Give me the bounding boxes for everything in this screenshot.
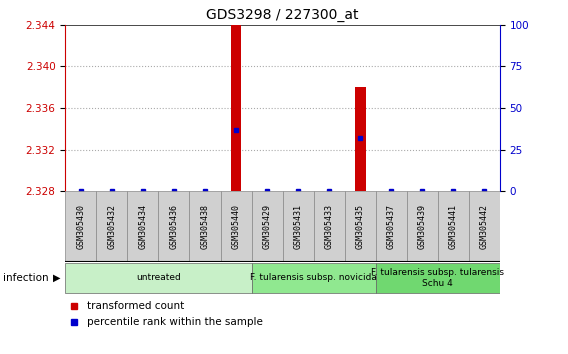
Text: GSM305442: GSM305442 [480, 204, 489, 249]
FancyBboxPatch shape [283, 191, 314, 262]
Text: GSM305437: GSM305437 [387, 204, 396, 249]
FancyBboxPatch shape [252, 191, 283, 262]
FancyBboxPatch shape [65, 263, 252, 293]
FancyBboxPatch shape [252, 263, 375, 293]
Text: GSM305431: GSM305431 [294, 204, 303, 249]
FancyBboxPatch shape [375, 263, 500, 293]
Text: transformed count: transformed count [87, 301, 184, 311]
Bar [355, 87, 366, 191]
Text: GSM305433: GSM305433 [325, 204, 333, 249]
FancyBboxPatch shape [127, 191, 158, 262]
FancyBboxPatch shape [345, 191, 375, 262]
Text: GSM305434: GSM305434 [139, 204, 148, 249]
Text: infection: infection [3, 273, 48, 283]
Text: ▶: ▶ [53, 273, 61, 283]
Text: GSM305432: GSM305432 [107, 204, 116, 249]
FancyBboxPatch shape [438, 191, 469, 262]
Text: F. tularensis subsp. tularensis
Schu 4: F. tularensis subsp. tularensis Schu 4 [371, 268, 504, 287]
FancyBboxPatch shape [314, 191, 345, 262]
Text: GSM305430: GSM305430 [76, 204, 85, 249]
Text: GSM305436: GSM305436 [169, 204, 178, 249]
FancyBboxPatch shape [375, 191, 407, 262]
Text: GSM305438: GSM305438 [201, 204, 210, 249]
Text: GSM305439: GSM305439 [417, 204, 427, 249]
Text: GSM305440: GSM305440 [232, 204, 240, 249]
Text: GSM305435: GSM305435 [356, 204, 365, 249]
Text: untreated: untreated [136, 273, 181, 282]
FancyBboxPatch shape [97, 191, 127, 262]
FancyBboxPatch shape [469, 191, 500, 262]
FancyBboxPatch shape [65, 191, 97, 262]
FancyBboxPatch shape [220, 191, 252, 262]
Title: GDS3298 / 227300_at: GDS3298 / 227300_at [206, 8, 359, 22]
Bar [231, 25, 241, 191]
FancyBboxPatch shape [158, 191, 190, 262]
Text: GSM305441: GSM305441 [449, 204, 458, 249]
FancyBboxPatch shape [407, 191, 438, 262]
Text: F. tularensis subsp. novicida: F. tularensis subsp. novicida [250, 273, 377, 282]
Text: percentile rank within the sample: percentile rank within the sample [87, 317, 263, 327]
Text: GSM305429: GSM305429 [262, 204, 272, 249]
FancyBboxPatch shape [190, 191, 220, 262]
